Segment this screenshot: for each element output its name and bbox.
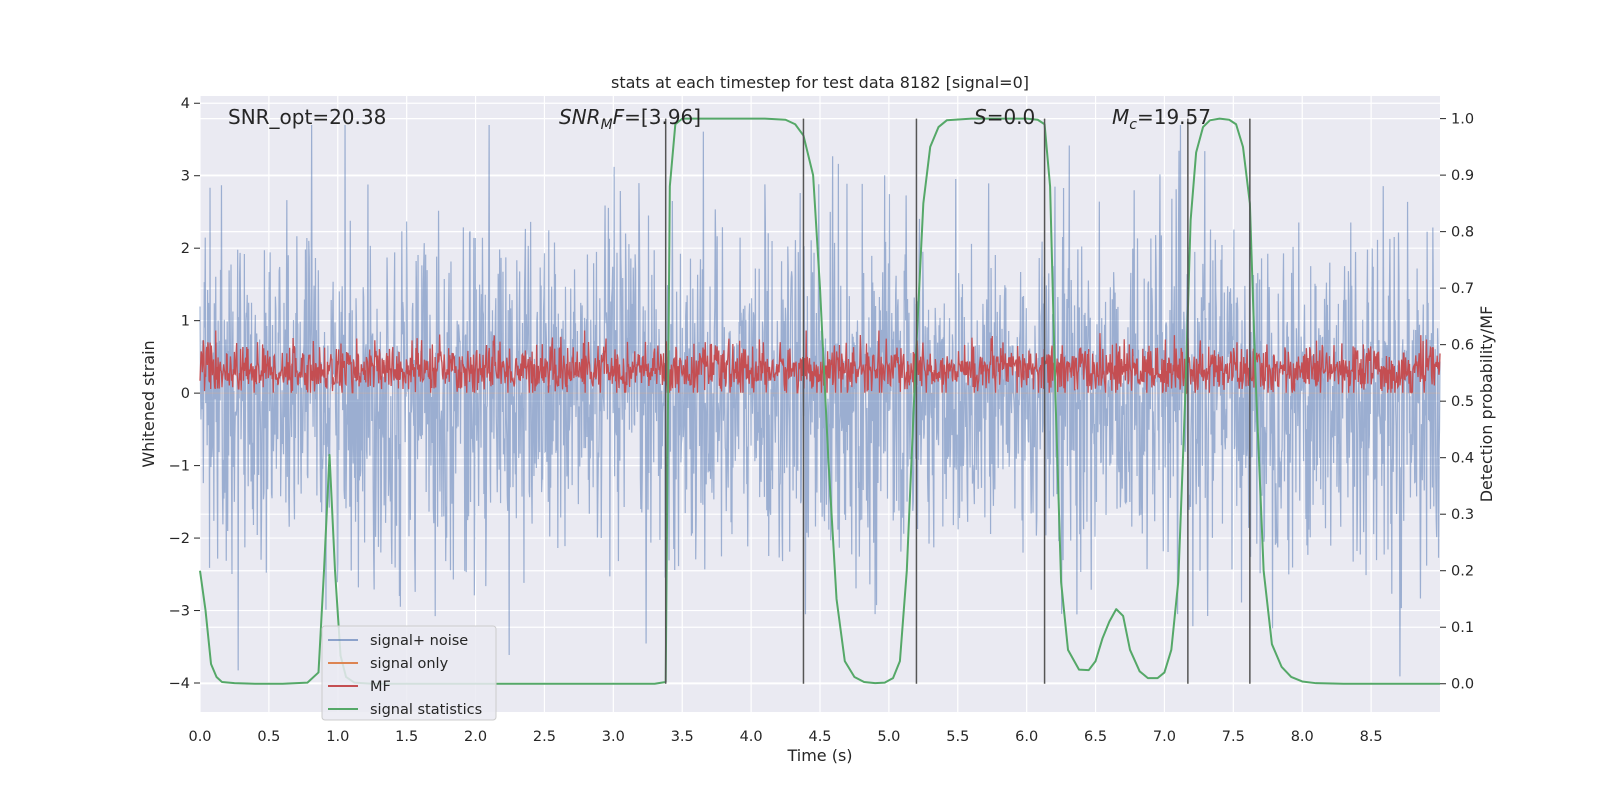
y-tick-label: −4	[169, 676, 190, 692]
chart-title: stats at each timestep for test data 818…	[611, 73, 1029, 92]
annotation-snr-mf: SNRMF=[3.96]	[559, 105, 701, 133]
y-axis-right-ticks: 0.0 0.1 0.2 0.3 0.4 0.5 0.6 0.7 0.8 0.9 1.0	[1440, 112, 1474, 693]
annotation-mc: Mc=19.57	[1112, 105, 1211, 133]
x-tick-label: 5.5	[946, 729, 969, 745]
y-right-tick-label: 0.0	[1451, 677, 1474, 693]
y-right-tick-label: 0.7	[1451, 281, 1474, 297]
vertical-markers	[664, 118, 1251, 684]
annotations: SNR_opt=20.38 SNRMF=[3.96] S=0.0 Mc=19.5…	[228, 105, 1211, 133]
x-tick-label: 6.0	[1015, 729, 1038, 745]
y-right-tick-label: 0.9	[1451, 168, 1474, 184]
x-tick-label: 5.0	[877, 729, 900, 745]
mf-series	[199, 330, 1441, 395]
x-tick-label: 2.0	[464, 729, 487, 745]
y-axis-label: Whitened strain	[139, 340, 158, 467]
y-right-tick-label: 0.1	[1451, 620, 1474, 636]
x-tick-label: 4.0	[740, 729, 763, 745]
y-axis-right-label: Detection probability/MF	[1477, 306, 1496, 503]
annotation-s: S=0.0	[974, 105, 1035, 129]
legend-label: MF	[370, 679, 391, 695]
y-right-tick-label: 0.4	[1451, 451, 1474, 467]
x-axis-label: Time (s)	[786, 746, 852, 765]
x-tick-label: 3.0	[602, 729, 625, 745]
x-tick-label: 1.0	[326, 729, 349, 745]
x-tick-label: 0.0	[188, 729, 211, 745]
y-tick-label: 1	[181, 314, 190, 330]
legend-label: signal statistics	[370, 702, 482, 718]
x-axis-ticks: 0.0 0.5 1.0 1.5 2.0 2.5 3.0 3.5 4.0 4.5 5.0 5.5 6.0 6…	[188, 729, 1382, 745]
y-tick-label: 3	[181, 169, 190, 185]
y-axis-ticks: −4 −3 −2 −1 0 1 2 3 4	[169, 96, 200, 692]
x-tick-label: 3.5	[671, 729, 694, 745]
y-right-tick-label: 0.3	[1451, 507, 1474, 523]
x-tick-label: 4.5	[808, 729, 831, 745]
y-tick-label: 2	[181, 241, 190, 257]
y-tick-label: 0	[181, 386, 190, 402]
x-tick-label: 8.5	[1360, 729, 1383, 745]
legend-box	[321, 625, 497, 721]
y-tick-label: −3	[169, 604, 190, 620]
y-right-tick-label: 0.8	[1451, 225, 1474, 241]
y-right-tick-label: 0.6	[1451, 338, 1474, 354]
y-right-tick-label: 0.2	[1451, 564, 1474, 580]
legend-label: signal+ noise	[370, 633, 468, 649]
y-right-tick-label: 0.5	[1451, 394, 1474, 410]
x-tick-label: 8.0	[1291, 729, 1314, 745]
x-tick-label: 0.5	[257, 729, 280, 745]
y-tick-label: −2	[169, 531, 190, 547]
mf-line	[199, 330, 1441, 395]
x-tick-label: 1.5	[395, 729, 418, 745]
legend: signal+ noise signal only MF signal statist…	[321, 625, 497, 721]
x-tick-label: 7.5	[1222, 729, 1245, 745]
y-tick-label: 4	[181, 96, 190, 112]
y-right-tick-label: 1.0	[1451, 112, 1474, 128]
annotation-snr-opt: SNR_opt=20.38	[228, 105, 386, 129]
x-tick-label: 6.5	[1084, 729, 1107, 745]
legend-label: signal only	[370, 656, 449, 672]
x-tick-label: 7.0	[1153, 729, 1176, 745]
y-tick-label: −1	[169, 459, 190, 475]
x-tick-label: 2.5	[533, 729, 556, 745]
